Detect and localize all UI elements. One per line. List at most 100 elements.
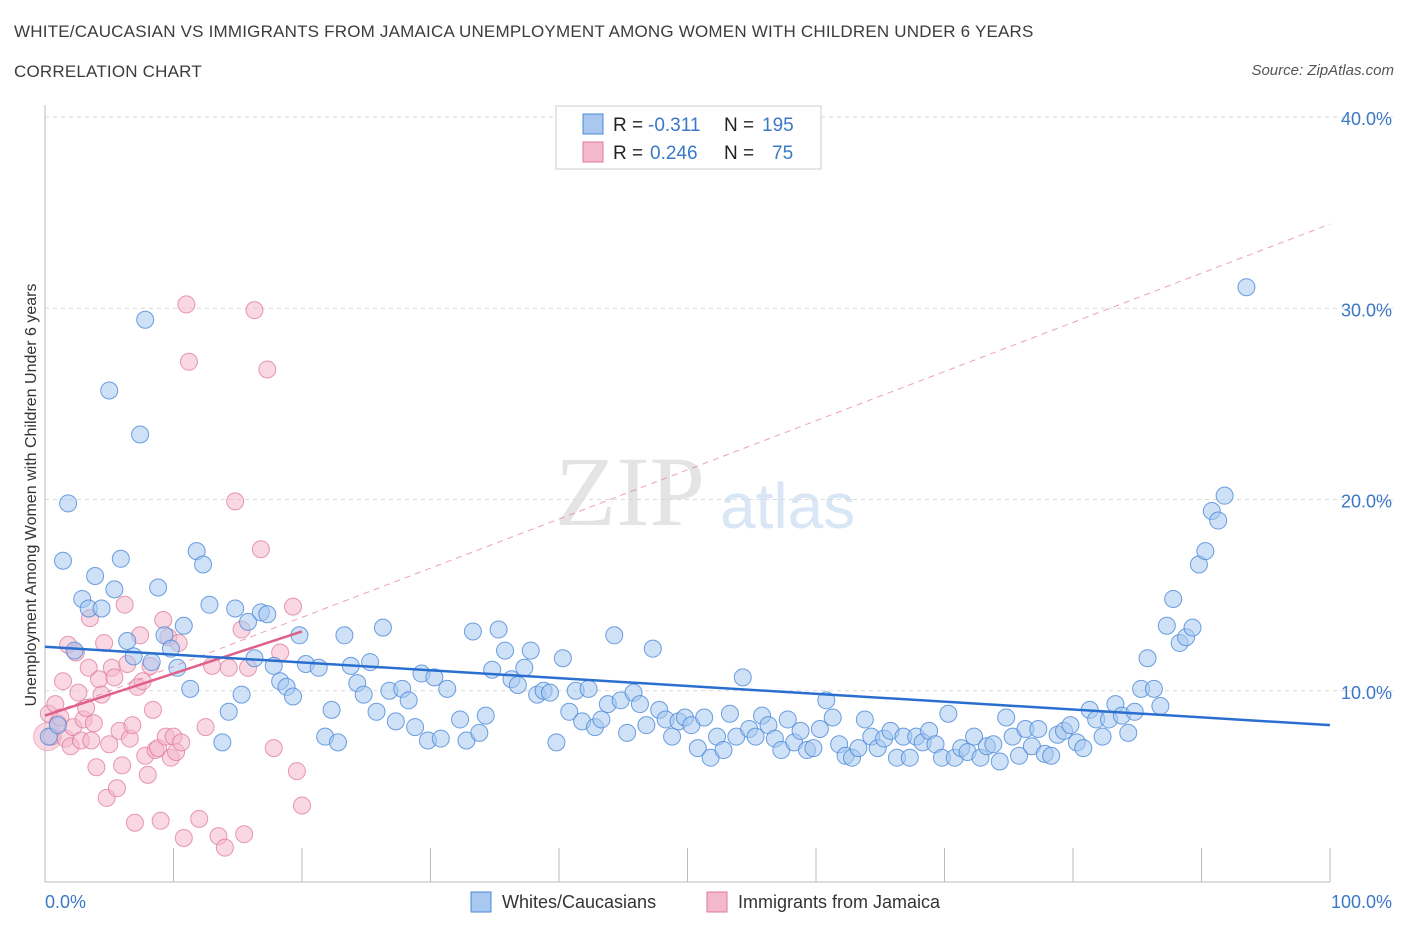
jamaica-point [105,668,124,687]
white-point [547,733,566,752]
white-point [733,668,752,687]
white-point [810,720,829,738]
white-point [939,704,958,723]
legend-n-value-2: 75 [772,143,793,164]
white-point [630,695,649,714]
white-point [817,691,836,710]
legend-swatch-white [582,113,604,135]
jamaica-point [215,838,234,857]
white-point [425,668,444,687]
white-point [695,708,714,727]
white-point [200,595,219,614]
jamaica-point [235,825,254,844]
white-point [643,639,662,658]
white-point [367,702,386,721]
chart-title: WHITE/CAUCASIAN VS IMMIGRANTS FROM JAMAI… [14,22,1034,41]
white-point [1138,649,1157,668]
white-point [451,710,470,729]
white-point [778,710,797,729]
white-point [142,653,161,672]
white-point [1209,511,1228,530]
bottom-legend-label-jamaica: Immigrants from Jamaica [738,892,941,912]
white-point [219,702,238,721]
white-point [1029,720,1048,738]
white-point [1183,618,1202,637]
white-point [406,718,425,737]
white-point [431,729,450,748]
white-point [1074,739,1093,758]
white-point [746,727,765,746]
white-point [560,702,579,721]
gridlines [45,116,1395,692]
jamaica-point [123,716,142,735]
chart-subtitle: CORRELATION CHART [14,62,202,81]
y-axis-title: Unemployment Among Women with Children U… [23,283,40,706]
white-point [48,716,67,735]
jamaica-point [174,829,193,848]
y-tick-label: 10.0% [1341,683,1392,703]
jamaica-point [287,762,306,781]
x-axis-ticks [173,848,1331,882]
white-point [663,727,682,746]
jamaica-point [177,295,196,314]
jamaica-point [151,811,170,830]
white-point [496,641,515,660]
white-point [900,748,919,767]
white-point [553,649,572,668]
jamaica-point [138,765,157,784]
white-point [605,626,624,645]
legend-r-value-1: -0.311 [648,115,700,136]
x-tick-label-max: 100.0% [1331,892,1392,912]
white-point [515,658,534,677]
white-point [239,612,258,631]
jamaica-point [226,492,245,511]
source-label: Source: ZipAtlas.com [1251,62,1394,79]
white-point [226,599,245,618]
white-point [105,580,124,599]
bottom-legend-label-white: Whites/Caucasians [502,892,656,912]
jamaica-trend-line [44,630,303,717]
white-point [111,549,130,568]
white-point [720,704,739,723]
jamaica-point [87,758,106,777]
white-point [592,710,611,729]
white-point [1215,486,1234,505]
white-point [136,310,155,329]
white-point [92,599,111,618]
white-point [161,639,180,658]
white-point [149,578,168,597]
jamaica-point [53,672,72,691]
jamaica-point [79,658,98,677]
white-point [131,425,150,444]
series-white-points [39,278,1256,771]
white-point [1196,542,1215,561]
jamaica-point [258,360,277,379]
white-point [463,622,482,641]
y-tick-label: 20.0% [1341,492,1392,512]
white-point [181,679,200,698]
white-point [997,708,1016,727]
y-axis-tick-labels: 10.0% 20.0% 30.0% 40.0% [1341,109,1392,703]
jamaica-point [264,739,283,758]
legend-r-label-2: R = [613,143,643,164]
legend-r-value-2: 0.246 [650,143,698,164]
white-point [1093,727,1112,746]
jamaica-point [125,813,144,832]
white-point [990,752,1009,771]
legend-n-label-2: N = [724,143,754,164]
white-point [791,721,810,740]
white-point [579,679,598,698]
jamaica-point [69,683,88,702]
white-point [258,605,277,624]
white-point [213,733,232,752]
bottom-legend-swatch-white [470,891,492,913]
white-trend-line [44,645,1331,727]
jamaica-point [115,595,134,614]
white-point [489,620,508,639]
legend-r-label-1: R = [613,115,643,136]
watermark-zip: ZIP [555,436,705,547]
white-point [284,687,303,706]
white-point [354,685,373,704]
white-point [1237,278,1256,297]
white-point [508,676,527,695]
